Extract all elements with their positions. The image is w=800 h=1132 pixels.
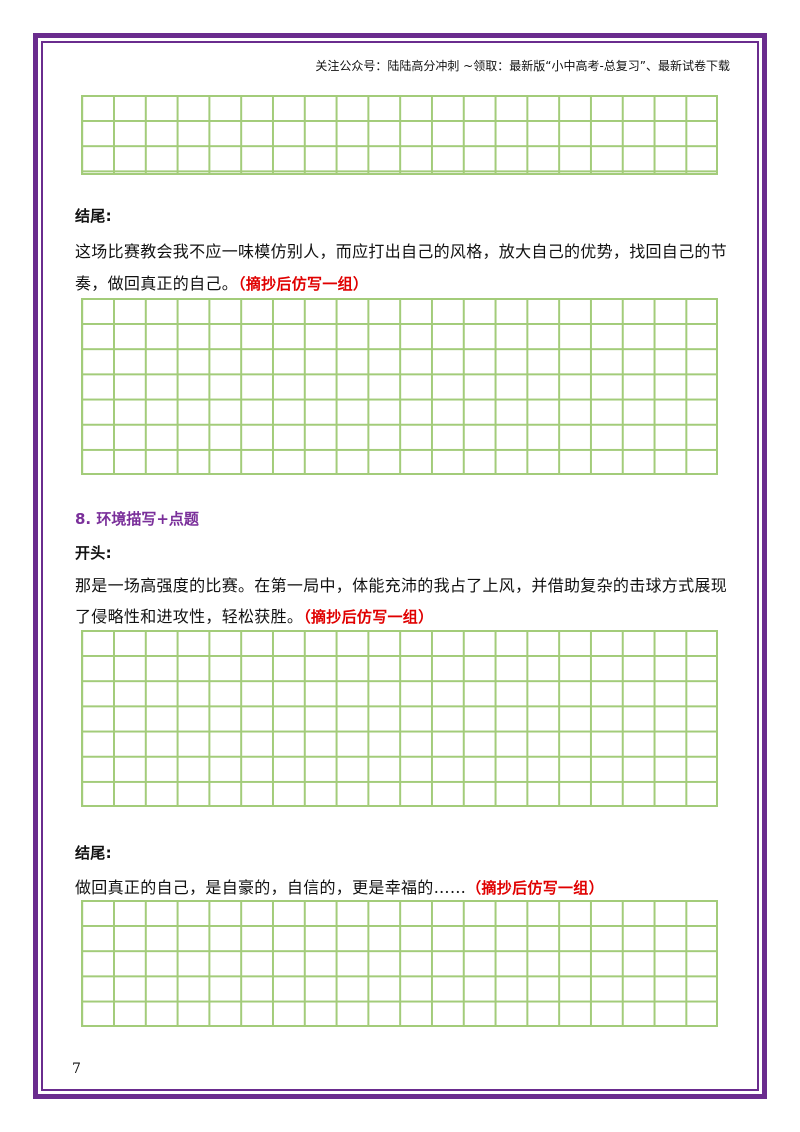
ending-text-1-line1: 这场比赛教会我不应一味模仿别人，而应打出自己的风格，放大自己的优势，找回自己的节 [75, 242, 728, 261]
excerpt-note-1: （摘抄后仿写一组） [238, 275, 369, 293]
section-title-8: 8. 环境描写+点题 [75, 510, 199, 528]
ending-text-1-line2: 奏，做回真正的自己。（摘抄后仿写一组） [75, 270, 368, 294]
writing-grid-1[interactable] [81, 95, 718, 175]
opening-text-line2-body: 了侵略性和进攻性，轻松获胜。 [75, 607, 304, 626]
excerpt-note-3: （摘抄后仿写一组） [466, 879, 604, 897]
page-border-inner [41, 41, 759, 1091]
page-number: 7 [72, 1061, 81, 1077]
ending-label-2: 结尾: [75, 844, 112, 862]
ending-text-2-line1: 做回真正的自己，是自豪的，自信的，更是幸福的……（摘抄后仿写一组） [75, 874, 604, 898]
writing-grid-2[interactable] [81, 298, 718, 475]
writing-grid-4[interactable] [81, 900, 718, 1027]
ending-label-1: 结尾: [75, 207, 112, 225]
opening-text-line1: 那是一场高强度的比赛。在第一局中，体能充沛的我占了上风，并借助复杂的击球方式展现 [75, 576, 728, 595]
opening-label: 开头: [75, 544, 112, 562]
page-border-outer [33, 33, 767, 1099]
excerpt-note-2: （摘抄后仿写一组） [303, 608, 434, 626]
header-note: 关注公众号：陆陆高分冲刺 ~领取：最新版“小中高考-总复习”、最新试卷下载 [315, 59, 730, 73]
ending-text-1-line2-body: 奏，做回真正的自己。 [75, 274, 239, 293]
ending-text-2-body: 做回真正的自己，是自豪的，自信的，更是幸福的…… [75, 878, 467, 897]
writing-grid-3[interactable] [81, 630, 718, 807]
opening-text-line2: 了侵略性和进攻性，轻松获胜。（摘抄后仿写一组） [75, 603, 433, 627]
